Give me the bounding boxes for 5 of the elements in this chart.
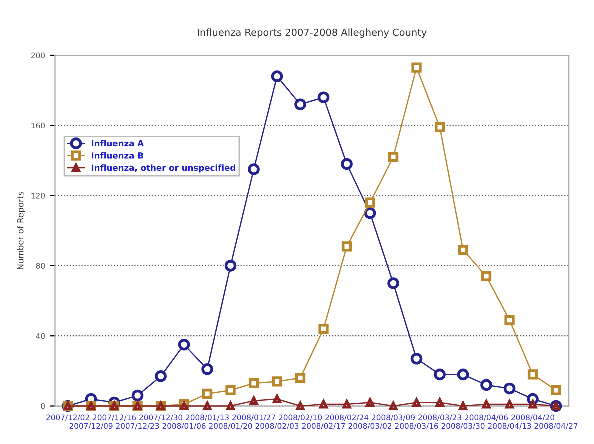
legend-label: Influenza B <box>92 152 144 159</box>
y-axis-title: Number of Reports <box>17 192 26 270</box>
legend-label: Influenza A <box>92 140 144 147</box>
chart-title: Influenza Reports 2007-2008 Allegheny County <box>198 28 427 38</box>
legend-label: Influenza, other or unspecified <box>92 164 236 173</box>
